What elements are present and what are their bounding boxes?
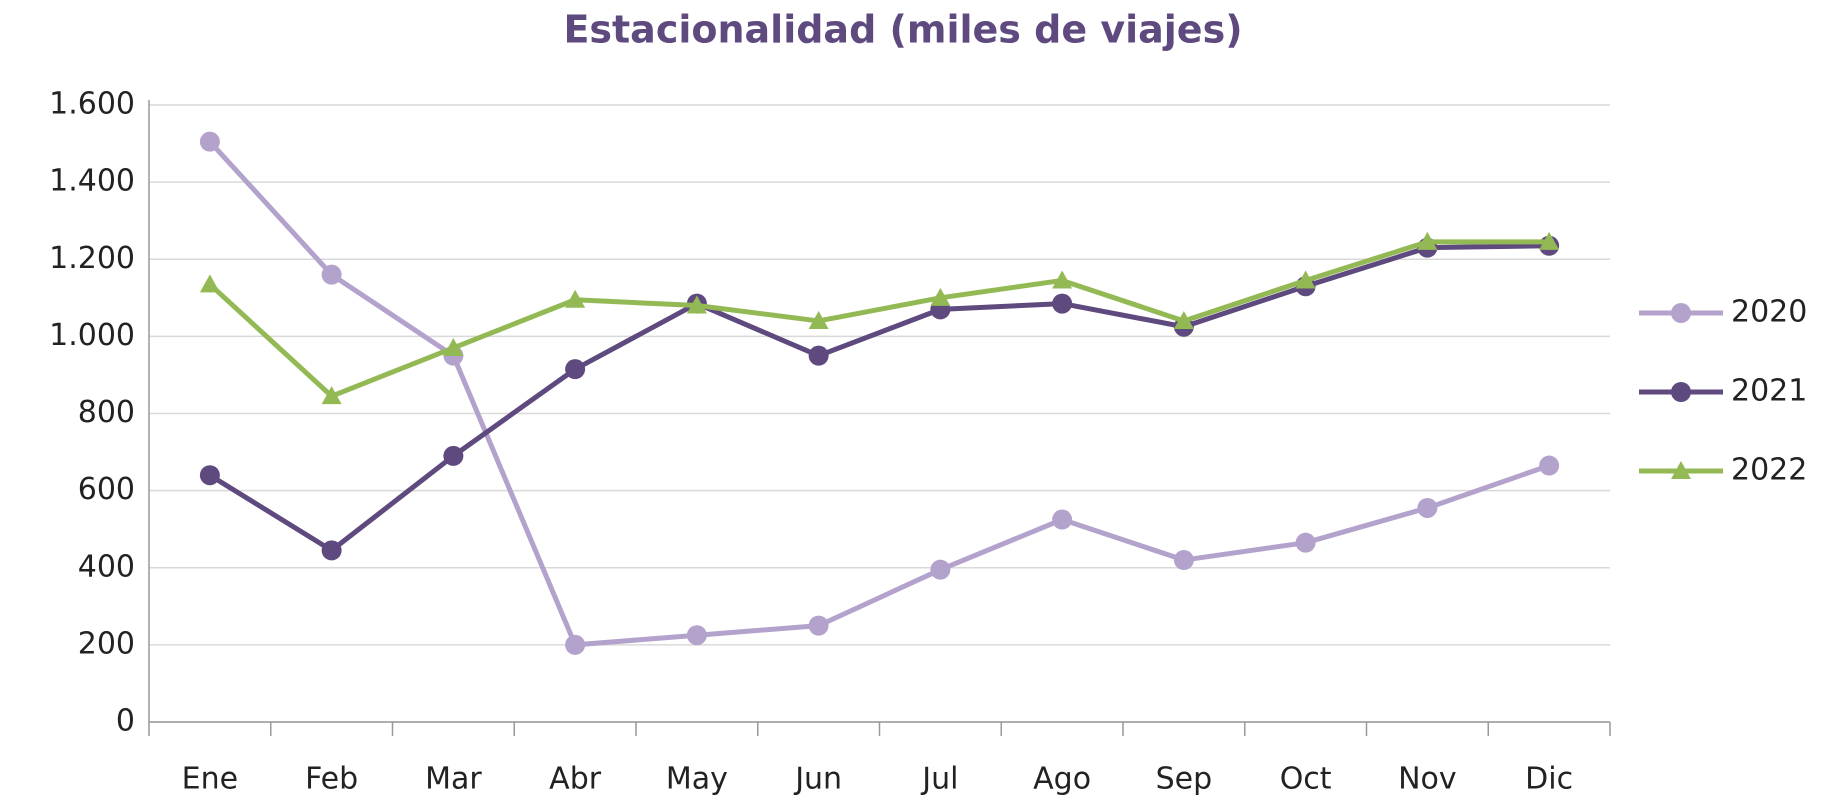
x-tick-label: Nov — [1398, 762, 1457, 797]
marker — [1052, 293, 1073, 314]
x-tick-label: Dic — [1525, 762, 1573, 797]
marker — [1052, 509, 1073, 530]
marker — [1295, 532, 1316, 553]
y-tick-label: 0 — [116, 704, 135, 739]
x-tick-label: Abr — [549, 762, 602, 797]
legend-marker — [1671, 461, 1691, 479]
marker — [686, 625, 707, 646]
marker — [1539, 455, 1560, 476]
marker — [443, 337, 464, 356]
marker — [443, 445, 464, 466]
y-tick-label: 1.200 — [49, 241, 135, 276]
marker — [808, 615, 829, 636]
marker — [1173, 550, 1194, 571]
marker — [321, 540, 342, 561]
y-tick-label: 600 — [78, 472, 135, 507]
legend-label: 2020 — [1731, 295, 1807, 330]
marker — [1417, 497, 1438, 518]
x-tick-label: Mar — [425, 762, 482, 797]
y-tick-label: 800 — [78, 395, 135, 430]
y-tick-label: 1.400 — [49, 164, 135, 199]
marker — [1173, 310, 1194, 329]
marker — [321, 386, 342, 405]
legend-label: 2022 — [1731, 453, 1807, 488]
series-line — [208, 243, 1550, 553]
y-tick-label: 1.000 — [49, 318, 135, 353]
series-line — [208, 139, 1550, 648]
marker — [808, 345, 829, 366]
x-tick-label: Ene — [182, 762, 238, 797]
x-tick-label: Jul — [920, 762, 958, 797]
y-tick-label: 400 — [78, 549, 135, 584]
x-tick-label: Sep — [1156, 762, 1213, 797]
x-tick-label: Ago — [1033, 762, 1091, 797]
marker — [930, 559, 951, 580]
legend-marker — [1671, 382, 1691, 402]
marker — [199, 465, 220, 486]
marker — [1295, 270, 1316, 289]
marker — [199, 274, 220, 293]
legend-label: 2021 — [1731, 374, 1807, 409]
marker — [1052, 270, 1073, 289]
marker — [565, 634, 586, 655]
x-tick-label: May — [666, 762, 728, 797]
x-tick-label: Jun — [793, 762, 842, 797]
marker — [808, 310, 829, 329]
marker — [930, 287, 951, 306]
marker — [565, 289, 586, 308]
marker — [199, 131, 220, 152]
series-line — [208, 239, 1550, 399]
marker — [1539, 231, 1560, 250]
y-tick-label: 200 — [78, 626, 135, 661]
y-tick-label: 1.600 — [49, 87, 135, 122]
marker — [565, 359, 586, 380]
chart-title: Estacionalidad (miles de viajes) — [563, 8, 1242, 52]
marker — [1417, 231, 1438, 250]
marker — [321, 264, 342, 285]
x-tick-label: Oct — [1280, 762, 1332, 797]
x-tick-label: Feb — [305, 762, 358, 797]
marker — [686, 295, 707, 314]
legend-marker — [1671, 303, 1691, 323]
